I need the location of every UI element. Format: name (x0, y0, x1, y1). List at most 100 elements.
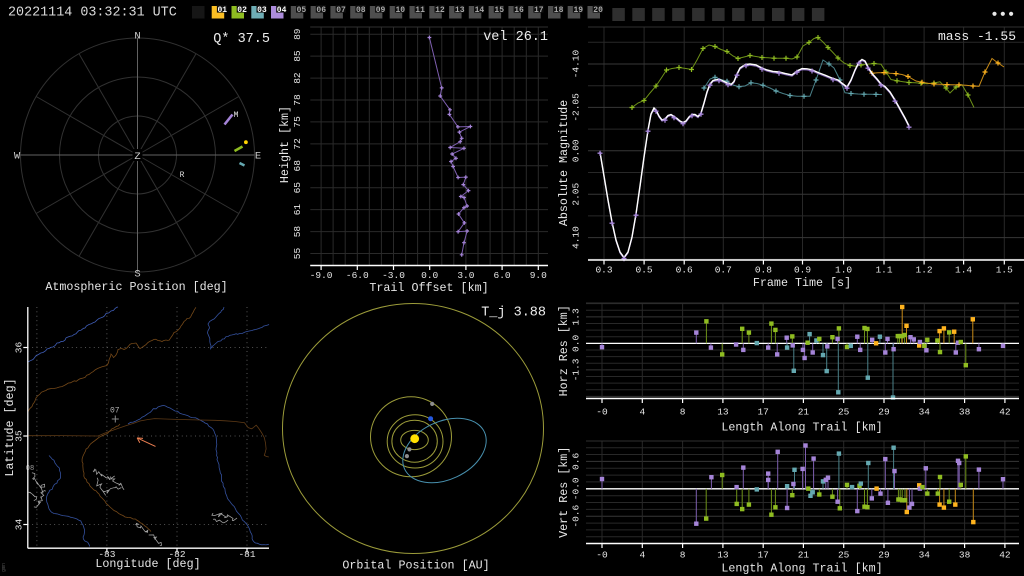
svg-text:Longitude [deg]: Longitude [deg] (95, 557, 200, 571)
svg-text:29: 29 (878, 407, 890, 418)
svg-text:3.0: 3.0 (457, 270, 474, 281)
svg-text:9.0: 9.0 (530, 270, 547, 281)
svg-text:-9.0: -9.0 (310, 270, 333, 281)
svg-text:19: 19 (574, 6, 584, 15)
svg-text:-0.0: -0.0 (571, 477, 582, 500)
svg-text:68: 68 (292, 160, 303, 172)
svg-text:-81: -81 (238, 549, 255, 560)
svg-text:08: 08 (26, 465, 34, 473)
svg-text:6.0: 6.0 (494, 270, 511, 281)
svg-text:58: 58 (292, 226, 303, 238)
svg-text:89: 89 (292, 28, 303, 40)
svg-text:07: 07 (110, 407, 120, 416)
svg-text:-3.0: -3.0 (382, 270, 405, 281)
svg-text:-4.10: -4.10 (571, 49, 582, 78)
svg-text:17: 17 (534, 6, 544, 15)
svg-text:35: 35 (14, 430, 25, 442)
svg-text:05: 05 (297, 6, 307, 15)
svg-text:42: 42 (999, 550, 1011, 561)
svg-text:85: 85 (292, 50, 303, 62)
svg-text:0.6: 0.6 (571, 453, 582, 470)
svg-text:08: 08 (356, 6, 366, 15)
svg-text:mass -1.55: mass -1.55 (938, 29, 1016, 44)
svg-text:42: 42 (999, 407, 1011, 418)
svg-text:2.05: 2.05 (571, 183, 582, 206)
svg-text:1.1: 1.1 (875, 265, 892, 276)
svg-text:Absolute Magnitude: Absolute Magnitude (557, 100, 571, 226)
svg-text:20221114 03:32:31 UTC: 20221114 03:32:31 UTC (8, 6, 177, 21)
svg-text:4: 4 (639, 550, 645, 561)
svg-text:17: 17 (757, 550, 768, 561)
svg-text:15: 15 (494, 6, 504, 15)
svg-text:-6.0: -6.0 (346, 270, 369, 281)
svg-text:0.00: 0.00 (571, 139, 582, 162)
svg-text:R: R (180, 171, 185, 180)
svg-text:34: 34 (919, 550, 931, 561)
svg-text:61: 61 (292, 204, 303, 216)
svg-text:34: 34 (14, 519, 25, 531)
svg-text:Q* 37.5: Q* 37.5 (213, 32, 270, 47)
svg-text:Trail Offset [km]: Trail Offset [km] (369, 281, 488, 295)
svg-text:Atmospheric Position [deg]: Atmospheric Position [deg] (45, 280, 227, 294)
svg-text:03: 03 (257, 6, 267, 15)
svg-text:0.8: 0.8 (755, 265, 772, 276)
svg-text:M: M (234, 111, 239, 120)
svg-text:13: 13 (455, 6, 465, 15)
svg-text:1.5: 1.5 (996, 265, 1013, 276)
svg-text:Latitude [deg]: Latitude [deg] (3, 378, 17, 476)
svg-text:gmn: gmn (1, 563, 7, 572)
svg-text:0.0: 0.0 (571, 335, 582, 352)
svg-text:0.3: 0.3 (595, 265, 612, 276)
svg-text:21: 21 (798, 550, 810, 561)
svg-text:20: 20 (593, 6, 603, 15)
svg-text:25: 25 (838, 550, 850, 561)
svg-text:Horz Res [km]: Horz Res [km] (557, 305, 571, 396)
svg-text:13: 13 (717, 407, 729, 418)
svg-text:T_j 3.88: T_j 3.88 (481, 306, 546, 321)
svg-text:-2.05: -2.05 (571, 93, 582, 122)
svg-text:0.5: 0.5 (636, 265, 653, 276)
svg-text:75: 75 (292, 116, 303, 128)
svg-text:4: 4 (639, 407, 645, 418)
svg-text:W: W (14, 151, 21, 163)
svg-text:38: 38 (959, 407, 971, 418)
svg-text:02: 02 (237, 6, 247, 15)
svg-text:01: 01 (218, 6, 228, 15)
svg-text:12: 12 (435, 6, 445, 15)
svg-text:8: 8 (680, 407, 686, 418)
svg-text:1.0: 1.0 (835, 265, 852, 276)
svg-text:72: 72 (292, 138, 303, 150)
svg-text:29: 29 (878, 550, 890, 561)
svg-text:-0: -0 (596, 407, 608, 418)
svg-text:36: 36 (14, 342, 25, 354)
svg-text:16: 16 (514, 6, 524, 15)
svg-text:14: 14 (475, 6, 485, 15)
svg-text:Length Along Trail [km]: Length Along Trail [km] (721, 562, 882, 576)
svg-text:-82: -82 (168, 549, 185, 560)
svg-text:N: N (134, 31, 140, 43)
svg-text:65: 65 (292, 182, 303, 194)
svg-text:0.7: 0.7 (715, 265, 732, 276)
svg-text:Frame Time [s]: Frame Time [s] (753, 276, 851, 290)
svg-text:0.0: 0.0 (421, 270, 438, 281)
svg-text:09: 09 (376, 6, 386, 15)
svg-text:1.2: 1.2 (916, 265, 933, 276)
svg-text:E: E (255, 151, 261, 163)
svg-text:-0: -0 (596, 550, 608, 561)
svg-text:06: 06 (316, 6, 326, 15)
svg-text:Height [km]: Height [km] (278, 106, 292, 183)
svg-text:-0.6: -0.6 (571, 505, 582, 528)
svg-text:07: 07 (336, 6, 346, 15)
svg-text:82: 82 (292, 72, 303, 84)
svg-text:0.9: 0.9 (794, 265, 811, 276)
svg-text:10: 10 (396, 6, 406, 15)
svg-text:Vert Res [km]: Vert Res [km] (557, 447, 571, 538)
svg-text:13: 13 (717, 550, 729, 561)
svg-text:0.6: 0.6 (676, 265, 693, 276)
svg-text:Z: Z (134, 151, 140, 163)
svg-text:-1.3: -1.3 (571, 358, 582, 381)
svg-text:4.10: 4.10 (571, 226, 582, 249)
svg-text:18: 18 (554, 6, 564, 15)
svg-text:S: S (134, 269, 140, 281)
svg-text:1.4: 1.4 (955, 265, 972, 276)
